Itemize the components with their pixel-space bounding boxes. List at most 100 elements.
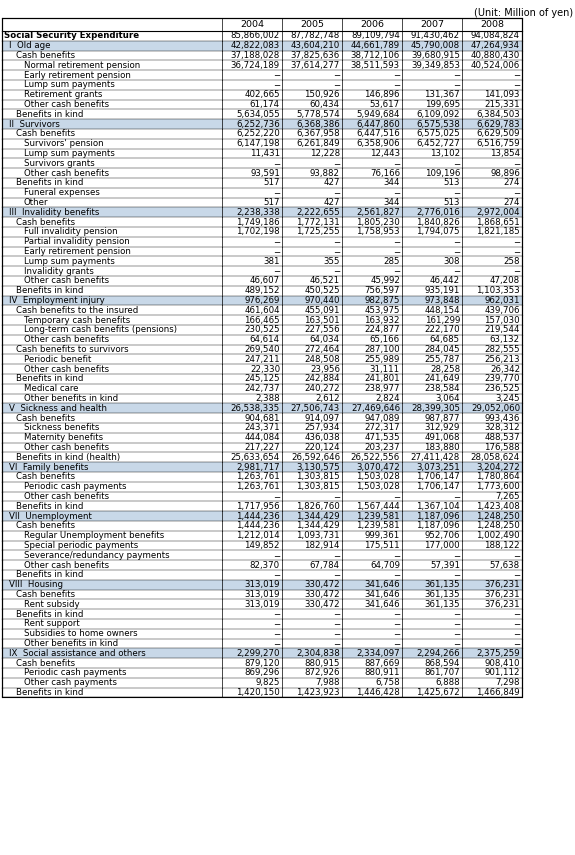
Text: IV  Employment injury: IV Employment injury [9,296,105,305]
Text: −: − [513,80,520,90]
Text: 274: 274 [504,179,520,187]
Text: 1,425,672: 1,425,672 [416,688,460,697]
Text: 2,238,338: 2,238,338 [236,208,280,217]
Text: 2,561,827: 2,561,827 [356,208,400,217]
Text: −: − [513,237,520,246]
Text: 6,367,958: 6,367,958 [296,129,340,139]
Text: 1,567,444: 1,567,444 [356,502,400,510]
Text: 6,358,906: 6,358,906 [356,139,400,148]
Text: 2,612: 2,612 [315,394,340,403]
Text: 272,317: 272,317 [365,423,400,433]
Text: 40,880,430: 40,880,430 [471,51,520,60]
Text: Other cash benefits: Other cash benefits [24,492,109,501]
Text: 28,058,624: 28,058,624 [471,453,520,462]
Text: −: − [453,267,460,275]
Text: −: − [273,237,280,246]
Text: 6,252,220: 6,252,220 [236,129,280,139]
Text: 31,111: 31,111 [370,364,400,374]
Text: −: − [273,551,280,560]
Text: Maternity benefits: Maternity benefits [24,433,103,442]
Text: 999,361: 999,361 [365,531,400,540]
Text: 872,926: 872,926 [305,669,340,677]
Text: 13,102: 13,102 [430,149,460,158]
Text: 908,410: 908,410 [485,658,520,668]
Text: 23,956: 23,956 [310,364,340,374]
Text: −: − [513,610,520,619]
Text: 1,725,255: 1,725,255 [296,227,340,236]
Text: 880,915: 880,915 [305,658,340,668]
Text: 5,778,574: 5,778,574 [296,109,340,119]
Text: 258: 258 [504,256,520,266]
Text: Other: Other [24,198,48,207]
Text: 901,112: 901,112 [485,669,520,677]
Text: 2007: 2007 [420,20,444,29]
Text: 188,122: 188,122 [484,541,520,550]
Text: −: − [273,159,280,168]
Text: 970,440: 970,440 [305,296,340,305]
Text: −: − [393,551,400,560]
Text: 175,511: 175,511 [365,541,400,550]
Text: 274: 274 [504,198,520,207]
Text: 161,299: 161,299 [424,315,460,325]
Text: 163,501: 163,501 [304,315,340,325]
Text: 6,575,538: 6,575,538 [416,120,460,128]
Text: Other cash benefits: Other cash benefits [24,335,109,345]
Text: 27,506,743: 27,506,743 [291,404,340,413]
Text: Early retirement pension: Early retirement pension [24,247,131,256]
Text: 2,299,270: 2,299,270 [236,649,280,657]
Text: Benefits in kind: Benefits in kind [16,109,83,119]
Text: 238,584: 238,584 [424,384,460,393]
Text: 376,231: 376,231 [484,581,520,589]
Text: 25,633,654: 25,633,654 [231,453,280,462]
Text: 1,773,600: 1,773,600 [476,482,520,492]
Text: 914,097: 914,097 [305,414,340,422]
Text: −: − [393,629,400,638]
Text: −: − [393,267,400,275]
Text: 341,646: 341,646 [365,581,400,589]
Text: 376,231: 376,231 [484,600,520,609]
Text: Sickness benefits: Sickness benefits [24,423,99,433]
Text: 450,525: 450,525 [304,286,340,295]
Text: 1,420,150: 1,420,150 [236,688,280,697]
Text: 756,597: 756,597 [365,286,400,295]
Text: Cash benefits: Cash benefits [16,522,75,530]
Text: 904,681: 904,681 [244,414,280,422]
Text: −: − [333,267,340,275]
Text: Other cash benefits: Other cash benefits [24,443,109,452]
Text: Benefits in kind: Benefits in kind [16,374,83,383]
Text: 376,231: 376,231 [484,590,520,599]
Text: 355: 355 [324,256,340,266]
Text: −: − [333,639,340,648]
Text: 952,706: 952,706 [424,531,460,540]
Text: 330,472: 330,472 [304,581,340,589]
Text: −: − [453,610,460,619]
Text: 879,120: 879,120 [244,658,280,668]
Text: Lump sum payments: Lump sum payments [24,256,115,266]
Text: Periodic benefit: Periodic benefit [24,355,91,363]
Text: −: − [453,619,460,628]
Text: Other cash benefits: Other cash benefits [24,364,109,374]
Text: 57,638: 57,638 [490,561,520,569]
Text: 1,303,815: 1,303,815 [296,482,340,492]
Text: Other cash benefits: Other cash benefits [24,100,109,109]
Text: Special periodic payments: Special periodic payments [24,541,138,550]
Text: −: − [333,80,340,90]
Text: 2,294,266: 2,294,266 [416,649,460,657]
Text: −: − [453,80,460,90]
Text: 7,298: 7,298 [496,678,520,687]
Text: −: − [333,188,340,198]
Text: 64,709: 64,709 [370,561,400,569]
Text: 1,749,186: 1,749,186 [236,218,280,227]
Text: 37,614,277: 37,614,277 [291,61,340,70]
Text: 238,977: 238,977 [365,384,400,393]
Text: 46,442: 46,442 [430,276,460,286]
Text: 1,794,075: 1,794,075 [416,227,460,236]
Text: −: − [393,610,400,619]
Text: 427: 427 [324,198,340,207]
Text: −: − [273,188,280,198]
Text: 2,981,717: 2,981,717 [236,463,280,472]
Text: −: − [333,570,340,580]
Text: 517: 517 [263,198,280,207]
Text: Medical care: Medical care [24,384,79,393]
Text: 6,447,860: 6,447,860 [356,120,400,128]
